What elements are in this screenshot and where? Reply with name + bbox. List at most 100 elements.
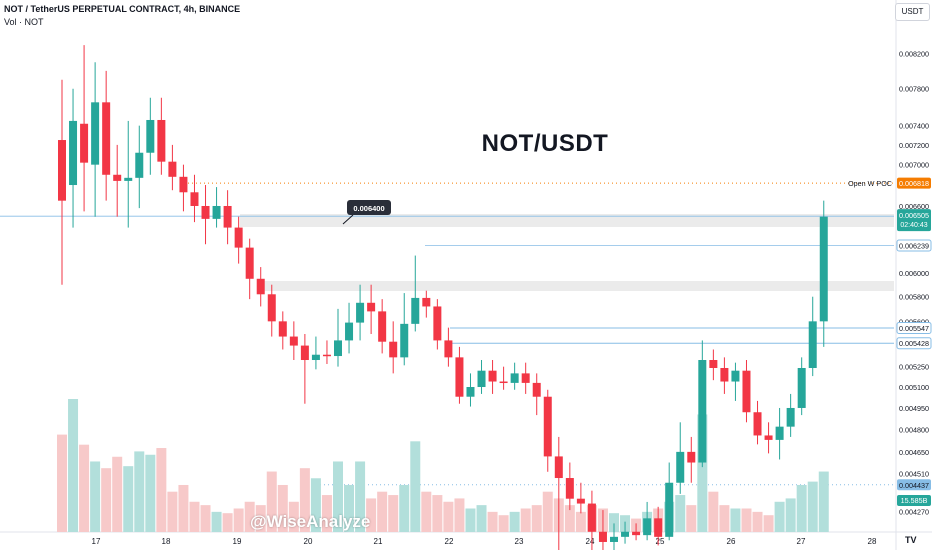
candle-body[interactable]: [643, 518, 652, 536]
candle-body[interactable]: [477, 370, 486, 388]
candle-body[interactable]: [334, 340, 342, 357]
candle-body[interactable]: [687, 451, 696, 463]
candle-body[interactable]: [157, 119, 166, 162]
volume-bar: [178, 484, 189, 532]
poc-price-tag[interactable]: [897, 177, 931, 189]
annotation-callout[interactable]: [347, 200, 391, 215]
candle-body[interactable]: [356, 302, 365, 323]
candle-body[interactable]: [587, 503, 596, 532]
candle-body[interactable]: [367, 302, 376, 312]
volume-tag[interactable]: [897, 495, 931, 506]
annotation-label: 0.006400: [353, 204, 384, 213]
candle-body[interactable]: [223, 205, 232, 228]
candle-body[interactable]: [278, 321, 287, 337]
candle-body[interactable]: [731, 370, 740, 382]
candle-body[interactable]: [753, 412, 762, 436]
candle-body[interactable]: [345, 322, 354, 341]
candle-body[interactable]: [245, 247, 254, 279]
candle-body[interactable]: [797, 367, 806, 408]
volume-bar: [399, 484, 410, 532]
candle-body[interactable]: [654, 518, 663, 537]
candle-body[interactable]: [267, 294, 276, 322]
candle-body[interactable]: [665, 482, 674, 537]
level-price-tag[interactable]: [897, 322, 931, 334]
candle-body[interactable]: [102, 102, 111, 175]
candle-body[interactable]: [598, 531, 607, 542]
candle-body[interactable]: [709, 360, 718, 368]
candle-body[interactable]: [201, 205, 210, 219]
candle-body[interactable]: [212, 205, 221, 219]
level-price-tag[interactable]: [897, 239, 931, 251]
time-tick-label: 18: [162, 537, 171, 546]
candle-body[interactable]: [69, 120, 78, 186]
volume-bar: [421, 491, 432, 532]
chart-overlay-title: NOT/USDT: [481, 130, 609, 157]
candle-body[interactable]: [311, 354, 320, 361]
currency-selector[interactable]: USDT: [895, 3, 930, 21]
candle-body[interactable]: [510, 373, 519, 383]
candle-body[interactable]: [632, 531, 641, 536]
candle-body[interactable]: [234, 227, 243, 248]
current-price-tag[interactable]: [897, 209, 931, 232]
candle-body[interactable]: [565, 478, 574, 499]
level-price-tag[interactable]: [897, 337, 931, 349]
candle-body[interactable]: [322, 354, 331, 357]
symbol-legend[interactable]: NOT / TetherUS PERPETUAL CONTRACT, 4h, B…: [4, 4, 241, 14]
candle-body[interactable]: [190, 192, 199, 206]
price-tick-label: 0.005100: [899, 383, 929, 392]
candle-body[interactable]: [676, 451, 685, 483]
candle-body[interactable]: [444, 340, 453, 358]
candle-body[interactable]: [775, 426, 784, 440]
candle-body[interactable]: [455, 357, 464, 397]
candle-body[interactable]: [422, 297, 431, 307]
candle-body[interactable]: [819, 216, 828, 322]
volume-legend[interactable]: Vol · NOT: [4, 17, 44, 27]
price-tick-label: 0.007000: [899, 161, 929, 170]
candle-body[interactable]: [808, 321, 817, 368]
poc-label: Open W POC: [848, 179, 892, 188]
candle-body[interactable]: [300, 345, 309, 361]
candle-body[interactable]: [764, 435, 773, 440]
candle-body[interactable]: [378, 311, 387, 342]
volume-bar: [57, 434, 67, 532]
candle-body[interactable]: [742, 370, 751, 413]
candle-body[interactable]: [621, 531, 630, 537]
candle-body[interactable]: [466, 387, 475, 397]
candle-body[interactable]: [389, 341, 398, 358]
candle-body[interactable]: [179, 176, 188, 193]
candle-body[interactable]: [146, 119, 155, 153]
volume-bar: [211, 511, 222, 532]
candle-body[interactable]: [168, 161, 177, 177]
volume-bar: [255, 505, 266, 532]
candle-body[interactable]: [532, 382, 541, 397]
candle-body[interactable]: [521, 373, 530, 383]
level-price-tag-text: 0.005547: [899, 324, 929, 333]
candle-body[interactable]: [433, 306, 442, 341]
candle-body[interactable]: [554, 456, 563, 479]
candle-body[interactable]: [113, 174, 122, 181]
candle-body[interactable]: [698, 360, 707, 463]
candle-body[interactable]: [256, 278, 265, 295]
candle-body[interactable]: [91, 102, 100, 165]
price-tick-label: 0.004510: [899, 469, 929, 478]
volume-bar: [564, 505, 575, 532]
candle-body[interactable]: [543, 396, 552, 457]
candle-body[interactable]: [400, 323, 409, 358]
candle-body[interactable]: [610, 536, 618, 542]
candle-body[interactable]: [80, 123, 89, 163]
candle-body[interactable]: [576, 498, 585, 504]
candle-body[interactable]: [124, 177, 133, 181]
volume-bar: [774, 501, 785, 532]
candle-body[interactable]: [135, 152, 144, 178]
level-price-tag[interactable]: [897, 479, 931, 491]
candle-body[interactable]: [289, 336, 298, 346]
candle-body[interactable]: [786, 407, 795, 427]
candle-body[interactable]: [720, 367, 729, 382]
candle-body[interactable]: [499, 381, 508, 384]
candle-body[interactable]: [58, 140, 66, 201]
candle-body[interactable]: [488, 370, 497, 382]
candle-body[interactable]: [411, 297, 420, 324]
volume-bar: [741, 508, 752, 532]
